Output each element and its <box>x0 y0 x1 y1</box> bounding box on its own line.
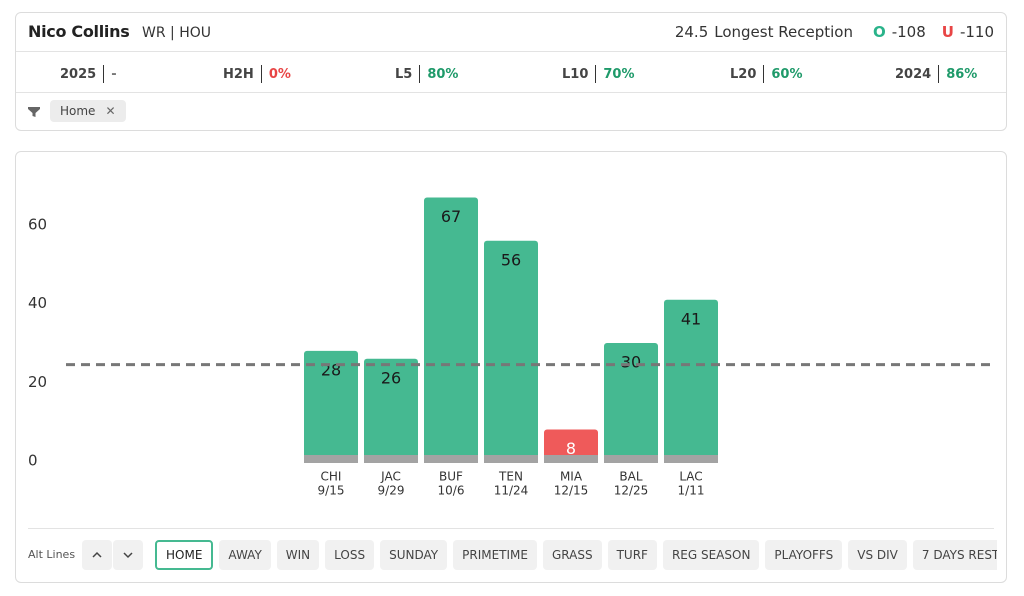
line-value: 24.5 <box>674 23 709 41</box>
x-tick-date: 9/29 <box>378 484 405 498</box>
divider <box>16 92 1006 93</box>
stat: L5 80% <box>395 64 458 84</box>
y-tick-label: 20 <box>28 373 47 391</box>
y-tick-label: 60 <box>28 216 47 234</box>
stat-divider <box>595 65 597 83</box>
x-tick-date: 12/25 <box>614 484 649 498</box>
market-name: Longest Reception <box>714 23 853 41</box>
bar <box>604 343 658 463</box>
stat: 2025- <box>60 64 117 84</box>
stat-value: 80% <box>427 66 459 82</box>
bar <box>664 299 718 463</box>
stat-value: 0% <box>268 66 291 82</box>
bar <box>544 429 598 463</box>
player-name: Nico Collins <box>28 22 130 41</box>
bar-value-label: 30 <box>621 353 641 372</box>
bar <box>304 350 358 463</box>
x-tick-date: 10/6 <box>438 484 465 498</box>
bar-value-label: 41 <box>681 309 701 328</box>
stat-value: 70% <box>603 66 635 82</box>
stat-label: 2025 <box>60 66 97 82</box>
x-tick-date: 1/11 <box>678 484 705 498</box>
header-card: Nico Collins WR | HOU 24.5 Longest Recep… <box>15 12 1007 131</box>
stat-value: - <box>111 66 117 82</box>
x-tick-label: JAC <box>380 470 401 484</box>
stat: H2H 0% <box>223 64 291 84</box>
x-tick-label: BAL <box>619 470 642 484</box>
under-odds: -110 <box>959 23 994 41</box>
bar-base <box>424 455 478 463</box>
x-tick-date: 12/15 <box>554 484 589 498</box>
filter-button[interactable]: LOSS <box>325 540 375 570</box>
x-tick-label: MIA <box>560 470 583 484</box>
bar-value-label: 8 <box>566 439 576 458</box>
x-tick-label: TEN <box>498 470 523 484</box>
stat: L20 60% <box>730 64 803 84</box>
bar-base <box>364 455 418 463</box>
filter-button[interactable]: WIN <box>276 540 320 570</box>
bar-base <box>604 455 658 463</box>
player-meta: WR | HOU <box>142 25 211 41</box>
filter-button[interactable]: HOME <box>155 540 214 570</box>
bar-base <box>304 455 358 463</box>
split-buttons: HOME AWAY WIN LOSS SUNDAY PRIMETIME GRASS TURF R… <box>155 540 997 572</box>
bar-value-label: 26 <box>381 368 401 387</box>
filter-button[interactable]: AWAY <box>219 540 271 570</box>
bar-base <box>544 455 598 463</box>
chip-close[interactable]: ✕ <box>105 104 116 118</box>
bar-value-label: 56 <box>501 250 521 269</box>
bar <box>424 197 478 463</box>
bar-value-label: 67 <box>441 207 461 226</box>
bar-base <box>484 455 538 463</box>
filter-button[interactable]: REG SEASON <box>662 540 760 570</box>
stat-label: L10 <box>562 66 589 82</box>
stat-divider <box>103 65 105 83</box>
alt-down[interactable] <box>113 540 143 570</box>
market: 24.5 Longest Reception O -108 U -110 <box>675 23 994 41</box>
filter-button[interactable]: TURF <box>607 540 657 570</box>
bar-base <box>664 455 718 463</box>
filter-button[interactable]: GRASS <box>542 540 602 570</box>
filter-icon <box>28 107 40 117</box>
filter-button[interactable]: VS DIV <box>848 540 907 570</box>
x-tick-date: 11/24 <box>494 484 529 498</box>
stat-divider <box>260 65 262 83</box>
x-tick-label: LAC <box>679 470 702 484</box>
filter-button[interactable]: PRIMETIME <box>453 540 537 570</box>
x-tick-label: CHI <box>321 470 342 484</box>
over-label: O <box>872 23 886 41</box>
stat-label: 2024 <box>895 66 932 82</box>
stat-value: 60% <box>771 66 803 82</box>
y-tick-label: 0 <box>28 452 38 470</box>
x-tick-date: 9/15 <box>318 484 345 498</box>
divider <box>16 51 1006 52</box>
stat: L10 70% <box>562 64 635 84</box>
stat-label: H2H <box>223 66 254 82</box>
alt-up[interactable] <box>82 540 112 570</box>
filter-button[interactable]: PLAYOFFS <box>765 540 843 570</box>
chip-label: Home <box>60 104 96 118</box>
filter-button[interactable]: SUNDAY <box>380 540 448 570</box>
filter-chip[interactable]: Home ✕ <box>50 100 126 122</box>
bar <box>484 240 538 463</box>
stat-divider <box>763 65 765 83</box>
stat-value: 86% <box>946 66 978 82</box>
filter-button[interactable]: 7 DAYS REST <box>912 540 997 570</box>
alt-lines-label: Alt Lines <box>28 548 76 561</box>
stat: 2024 86% <box>895 64 977 84</box>
chart: 020406028CHI9/1526JAC9/2967BUF10/656TEN1… <box>28 197 990 498</box>
stat-label: L5 <box>395 66 413 82</box>
divider <box>28 528 994 529</box>
y-tick-label: 40 <box>28 294 47 312</box>
stat-divider <box>938 65 940 83</box>
bar <box>364 358 418 463</box>
over-odds: -108 <box>891 23 926 41</box>
stat-label: L20 <box>730 66 757 82</box>
under-label: U <box>941 23 954 41</box>
stat-divider <box>419 65 421 83</box>
x-tick-label: BUF <box>439 470 463 484</box>
